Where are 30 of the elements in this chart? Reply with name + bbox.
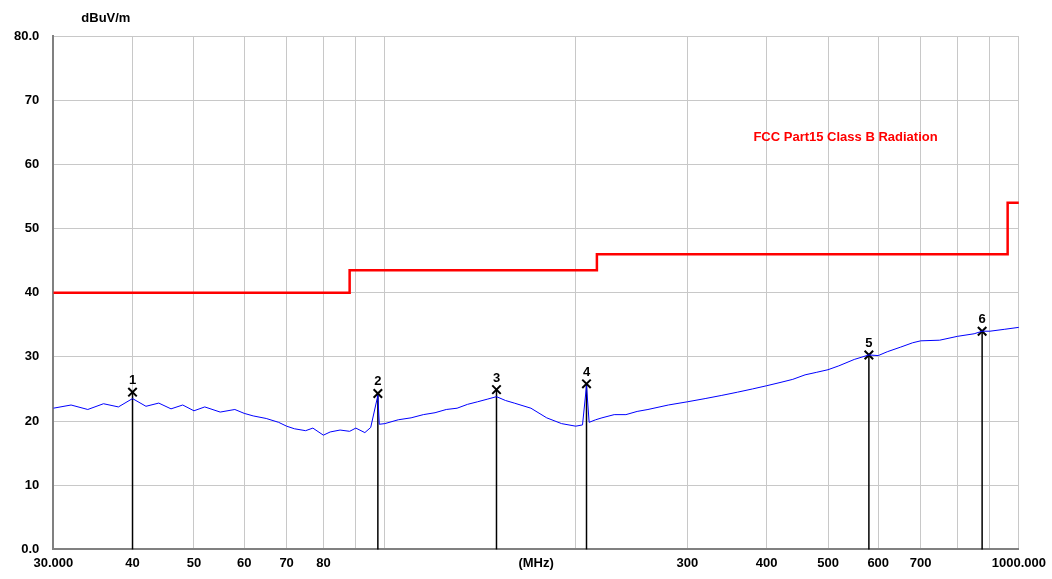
y-tick-label: 10	[24, 476, 40, 492]
x-axis-title: (MHz)	[518, 555, 554, 571]
y-tick-label: 20	[24, 412, 40, 428]
x-tick-label: 50	[186, 554, 202, 570]
y-tick-label: 60	[24, 155, 40, 171]
y-tick-label: 50	[24, 220, 40, 236]
x-tick-label: 300	[676, 554, 699, 570]
x-tick-label: 700	[909, 554, 932, 570]
y-tick-label: 30	[24, 348, 40, 364]
x-tick-label: 1000.000	[991, 554, 1047, 570]
y-tick-label: 40	[24, 284, 40, 300]
annotation: 1	[128, 372, 137, 388]
x-tick-label: 600	[867, 554, 890, 570]
x-tick-label: 500	[817, 554, 839, 570]
x-tick-label: 400	[755, 554, 778, 570]
x-tick-label: 30.000	[33, 554, 74, 570]
x-tick-label: 70	[279, 554, 294, 570]
x-tick-label: 80	[316, 554, 331, 570]
annotation: 6	[978, 311, 986, 327]
y-axis-title: dBuV/m	[81, 10, 131, 25]
y-tick-label: 0.0	[21, 540, 40, 556]
x-tick-label: 60	[236, 554, 252, 570]
x-tick-label: 40	[125, 554, 140, 570]
annotation: 5	[865, 334, 873, 350]
annotation: 2	[374, 373, 382, 389]
y-tick-label: 80.0	[13, 27, 40, 43]
annotation: 4	[582, 363, 591, 379]
y-tick-label: 70	[24, 91, 40, 107]
text: FCC Part15 Class B Radiation	[753, 128, 938, 144]
annotation: 3	[492, 369, 501, 385]
